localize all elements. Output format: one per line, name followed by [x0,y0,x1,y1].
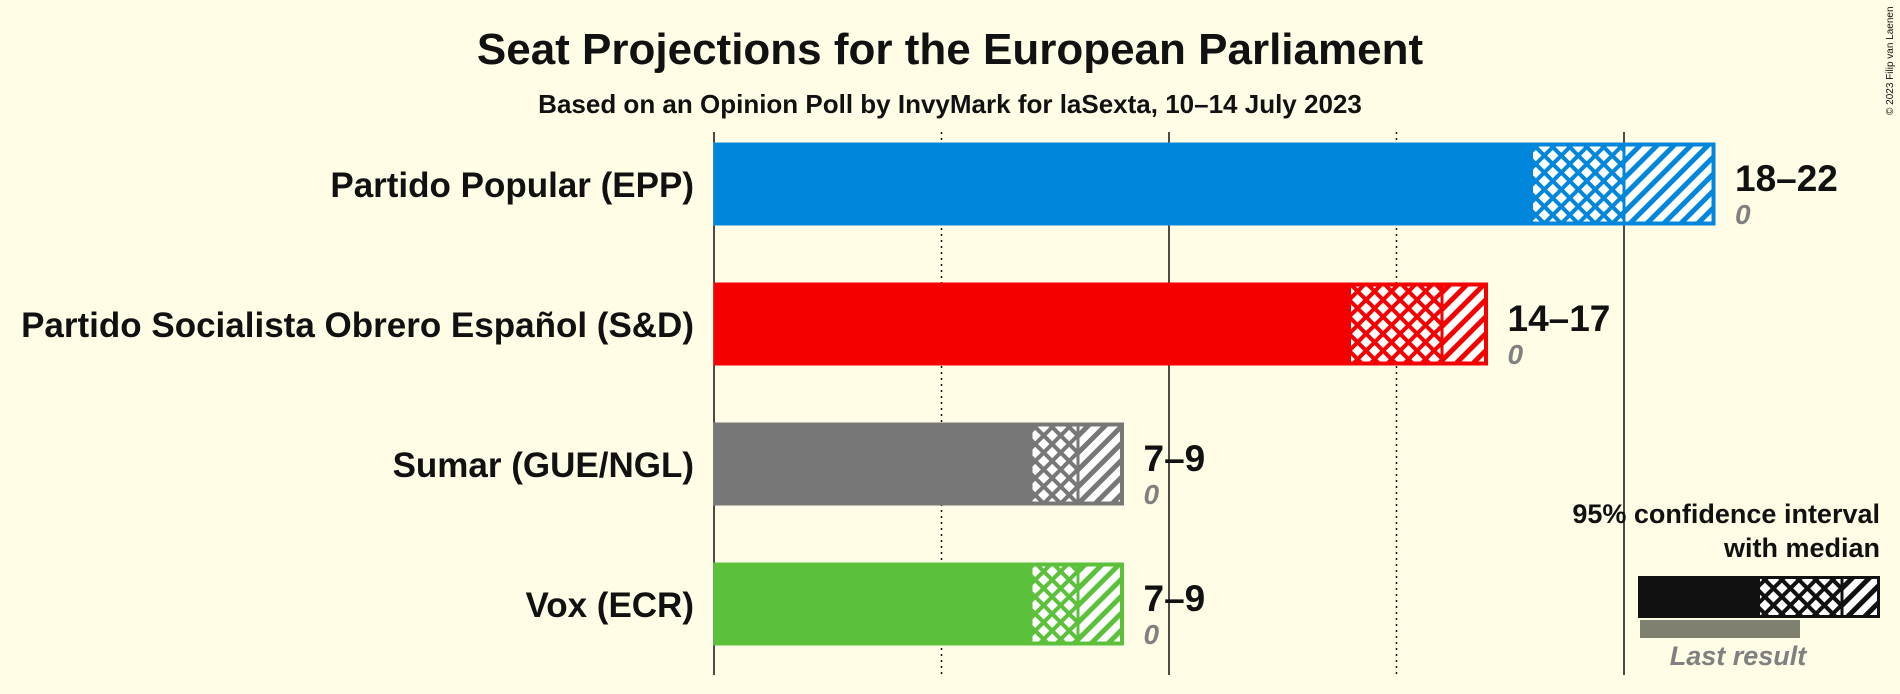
bar-outline [713,282,1488,366]
bar-diagonal [1624,143,1715,225]
legend-last-result-bar [1640,620,1800,638]
last-result-label: 0 [1144,479,1160,510]
party-label: Partido Socialista Obrero Español (S&D) [21,306,694,345]
range-label: 7–9 [1144,578,1206,619]
bar-outline [713,422,1124,506]
bar-diagonal [1442,283,1488,365]
bar-crosshatch [1351,283,1442,365]
bar-solid [714,423,1033,505]
bar-solid [714,143,1533,225]
legend-diagonal-bar [1842,576,1880,618]
bar-outline [713,142,1716,226]
party-label: Vox (ECR) [525,586,694,625]
legend-ci-line1: 95% confidence interval [1572,499,1880,529]
legend-crosshatch-bar [1760,576,1842,618]
range-label: 18–22 [1735,158,1838,199]
bar-solid [714,283,1351,365]
legend-ci-line2: with median [1723,533,1880,563]
legend-solid-bar [1638,576,1760,618]
chart-subtitle: Based on an Opinion Poll by InvyMark for… [538,89,1362,119]
legend-last-result-label: Last result [1670,641,1808,671]
chart-title: Seat Projections for the European Parlia… [477,25,1424,74]
last-result-label: 0 [1144,619,1160,650]
range-label: 14–17 [1508,298,1611,339]
bar-diagonal [1078,423,1124,505]
bar-crosshatch [1533,143,1624,225]
bar-diagonal [1078,563,1124,645]
range-label: 7–9 [1144,438,1206,479]
party-label: Sumar (GUE/NGL) [393,446,694,485]
legend: 95% confidence interval with median Last… [1572,499,1880,671]
last-result-label: 0 [1735,199,1751,230]
last-result-label: 0 [1508,339,1524,370]
bar-crosshatch [1032,563,1078,645]
legend-outline [1638,576,1880,618]
bar-crosshatch [1032,423,1078,505]
bar-outline [713,562,1124,646]
copyright-notice: © 2023 Filip van Laenen [1885,6,1896,115]
bar-solid [714,563,1033,645]
party-label: Partido Popular (EPP) [330,166,694,205]
